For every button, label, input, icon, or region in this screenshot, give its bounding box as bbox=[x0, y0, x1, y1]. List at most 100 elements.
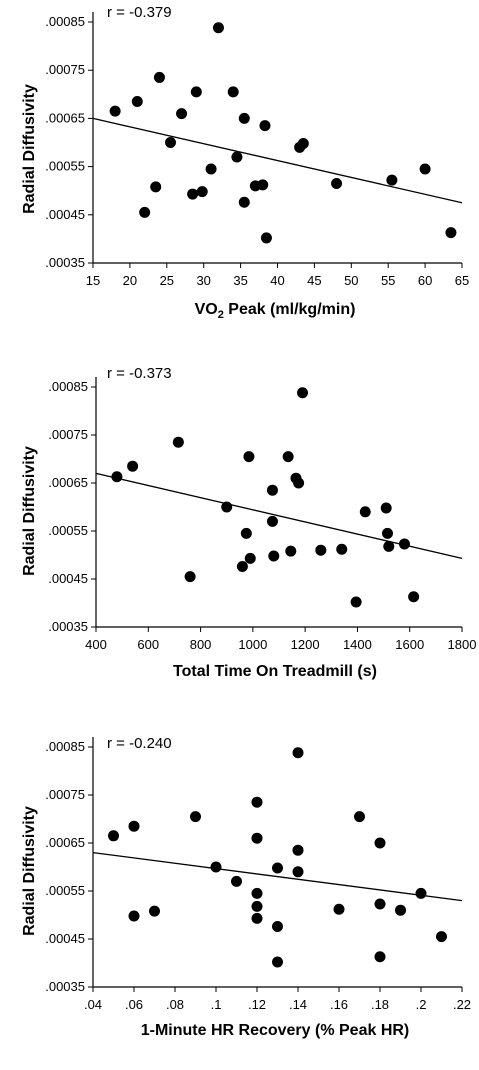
data-point bbox=[374, 951, 386, 963]
x-tick-label: .16 bbox=[330, 997, 348, 1012]
data-point bbox=[240, 527, 252, 539]
data-point bbox=[227, 86, 239, 98]
y-tick-label: .00075 bbox=[45, 62, 85, 77]
data-point bbox=[333, 903, 345, 915]
data-point bbox=[139, 206, 151, 218]
y-tick-label: .00035 bbox=[45, 255, 85, 270]
x-tick-label: 60 bbox=[418, 273, 432, 288]
data-point bbox=[395, 904, 406, 916]
x-tick-label: .22 bbox=[453, 997, 471, 1012]
data-point bbox=[292, 747, 304, 759]
x-axis-label: 1-Minute HR Recovery (% Peak HR) bbox=[90, 1022, 460, 1040]
data-point bbox=[244, 552, 256, 564]
x-tick-label: 600 bbox=[137, 637, 159, 652]
data-point bbox=[374, 898, 386, 910]
data-point bbox=[251, 900, 263, 912]
data-point bbox=[205, 163, 217, 175]
data-point bbox=[111, 471, 123, 483]
data-point bbox=[127, 460, 139, 472]
x-tick-label: 800 bbox=[190, 637, 212, 652]
data-point bbox=[221, 501, 233, 513]
scatter-plot: .00035 .00045 .00055 .00065 .00075 .00085 400 6… bbox=[48, 377, 477, 652]
y-tick-label: .00085 bbox=[45, 14, 85, 29]
x-tick-label: 20 bbox=[123, 273, 137, 288]
data-point bbox=[383, 540, 395, 552]
y-tick-label: .00085 bbox=[45, 739, 85, 754]
data-point bbox=[297, 387, 309, 399]
data-point bbox=[128, 820, 140, 832]
y-tick-label: .00055 bbox=[45, 159, 85, 174]
data-point bbox=[292, 844, 304, 856]
data-point bbox=[176, 108, 188, 120]
x-tick-label: 1600 bbox=[395, 637, 424, 652]
data-point bbox=[292, 866, 304, 878]
x-axis-label-main: 1-Minute HR Recovery (% Peak HR) bbox=[140, 1022, 410, 1039]
data-point bbox=[266, 484, 278, 496]
y-tick-label: .00085 bbox=[48, 379, 88, 394]
data-point bbox=[190, 811, 201, 823]
x-tick-label: 50 bbox=[344, 273, 358, 288]
chart-panel-3: Radial Diffusivity r = -0.240 .00035.000… bbox=[0, 720, 479, 1070]
y-tick-label: .00075 bbox=[48, 427, 88, 442]
x-tick-label: .04 bbox=[84, 997, 102, 1012]
x-axis-label-rest: Peak (ml/kg/min) bbox=[223, 301, 356, 318]
data-point bbox=[236, 561, 248, 573]
data-point bbox=[238, 112, 250, 124]
data-point bbox=[238, 196, 250, 208]
data-point bbox=[257, 179, 269, 191]
data-point bbox=[380, 502, 392, 514]
scatter-plot: .00035 .00045 .00055 .00065 .00075 .00085 .04.… bbox=[45, 737, 471, 1012]
x-axis-label: VO2 Peak (ml/kg/min) bbox=[90, 301, 460, 321]
data-point bbox=[331, 177, 343, 189]
data-point bbox=[445, 227, 457, 239]
x-tick-label: 15 bbox=[86, 273, 100, 288]
data-point bbox=[436, 931, 447, 943]
x-tick-label: 55 bbox=[381, 273, 395, 288]
y-tick-label: .00075 bbox=[45, 787, 85, 802]
data-point bbox=[212, 22, 224, 34]
x-tick-label: 1800 bbox=[448, 637, 477, 652]
data-point bbox=[251, 796, 263, 808]
y-tick-label: .00035 bbox=[45, 979, 85, 994]
data-point bbox=[336, 543, 348, 555]
data-point bbox=[243, 451, 255, 463]
data-point bbox=[260, 232, 272, 244]
x-tick-label: .1 bbox=[211, 997, 222, 1012]
data-point bbox=[419, 163, 431, 175]
data-point bbox=[150, 181, 162, 193]
data-point bbox=[108, 830, 119, 842]
data-point bbox=[381, 527, 393, 539]
chart-panel-2: Radial Diffusivity r = -0.373 .00035.000… bbox=[0, 360, 479, 710]
x-tick-label: .06 bbox=[125, 997, 143, 1012]
data-point bbox=[210, 861, 222, 873]
x-tick-label: 40 bbox=[270, 273, 284, 288]
data-point bbox=[354, 811, 365, 823]
data-point bbox=[266, 515, 278, 527]
x-tick-label: 65 bbox=[455, 273, 469, 288]
y-tick-label: .00045 bbox=[48, 571, 88, 586]
data-point bbox=[251, 832, 263, 844]
data-point bbox=[297, 137, 309, 149]
y-tick-label: .00065 bbox=[45, 110, 85, 125]
data-point bbox=[415, 887, 427, 899]
data-point bbox=[172, 436, 184, 448]
x-tick-label: 25 bbox=[160, 273, 174, 288]
x-tick-label: 45 bbox=[307, 273, 321, 288]
data-point bbox=[109, 105, 121, 117]
data-point bbox=[131, 96, 143, 108]
data-point bbox=[251, 887, 263, 899]
data-point bbox=[268, 550, 280, 562]
y-tick-label: .00045 bbox=[45, 207, 85, 222]
data-point bbox=[359, 506, 371, 518]
data-point bbox=[272, 921, 283, 933]
correlation-label: r = -0.373 bbox=[107, 365, 172, 382]
data-point bbox=[184, 571, 196, 583]
data-point bbox=[272, 956, 283, 968]
data-point bbox=[149, 905, 160, 917]
x-axis-label-main: Total Time On Treadmill (s) bbox=[173, 663, 377, 680]
x-axis-label-subscript: 2 bbox=[217, 309, 224, 322]
data-point bbox=[272, 862, 283, 874]
data-point bbox=[293, 477, 305, 489]
y-tick-label: .00035 bbox=[48, 619, 88, 634]
data-point bbox=[398, 538, 410, 550]
